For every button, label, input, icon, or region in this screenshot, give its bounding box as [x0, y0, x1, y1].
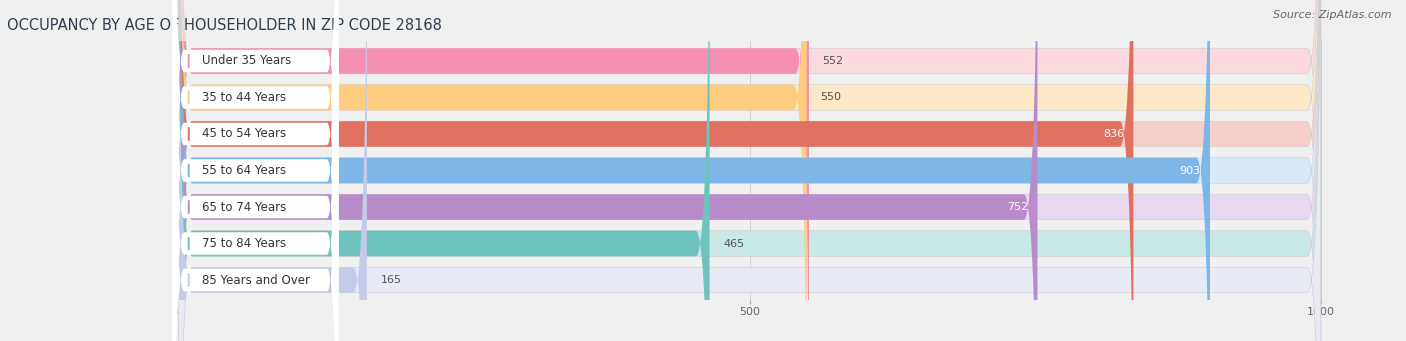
FancyBboxPatch shape	[179, 0, 1038, 341]
FancyBboxPatch shape	[179, 0, 1320, 341]
Text: 552: 552	[823, 56, 844, 66]
FancyBboxPatch shape	[173, 0, 339, 341]
Text: 65 to 74 Years: 65 to 74 Years	[202, 201, 287, 213]
Text: OCCUPANCY BY AGE OF HOUSEHOLDER IN ZIP CODE 28168: OCCUPANCY BY AGE OF HOUSEHOLDER IN ZIP C…	[7, 18, 441, 33]
FancyBboxPatch shape	[179, 0, 1211, 341]
FancyBboxPatch shape	[179, 0, 1320, 341]
Text: 752: 752	[1007, 202, 1028, 212]
FancyBboxPatch shape	[179, 0, 807, 341]
Text: 45 to 54 Years: 45 to 54 Years	[202, 128, 287, 140]
FancyBboxPatch shape	[173, 0, 339, 341]
Text: 903: 903	[1180, 165, 1201, 176]
FancyBboxPatch shape	[173, 0, 339, 341]
FancyBboxPatch shape	[179, 0, 1320, 341]
FancyBboxPatch shape	[179, 0, 367, 341]
FancyBboxPatch shape	[173, 0, 339, 341]
Text: 465: 465	[723, 238, 744, 249]
FancyBboxPatch shape	[179, 0, 710, 341]
Text: 55 to 64 Years: 55 to 64 Years	[202, 164, 287, 177]
FancyBboxPatch shape	[173, 0, 339, 341]
Text: 35 to 44 Years: 35 to 44 Years	[202, 91, 287, 104]
Text: Under 35 Years: Under 35 Years	[202, 55, 291, 68]
FancyBboxPatch shape	[179, 0, 1320, 341]
FancyBboxPatch shape	[179, 0, 1320, 341]
Text: Source: ZipAtlas.com: Source: ZipAtlas.com	[1274, 10, 1392, 20]
Text: 85 Years and Over: 85 Years and Over	[202, 273, 311, 286]
FancyBboxPatch shape	[173, 0, 339, 341]
Text: 75 to 84 Years: 75 to 84 Years	[202, 237, 287, 250]
Text: 550: 550	[821, 92, 841, 103]
FancyBboxPatch shape	[173, 0, 339, 341]
FancyBboxPatch shape	[179, 0, 1320, 341]
Text: 836: 836	[1104, 129, 1125, 139]
Text: 165: 165	[381, 275, 402, 285]
FancyBboxPatch shape	[179, 0, 808, 341]
FancyBboxPatch shape	[179, 0, 1133, 341]
FancyBboxPatch shape	[179, 0, 1320, 341]
